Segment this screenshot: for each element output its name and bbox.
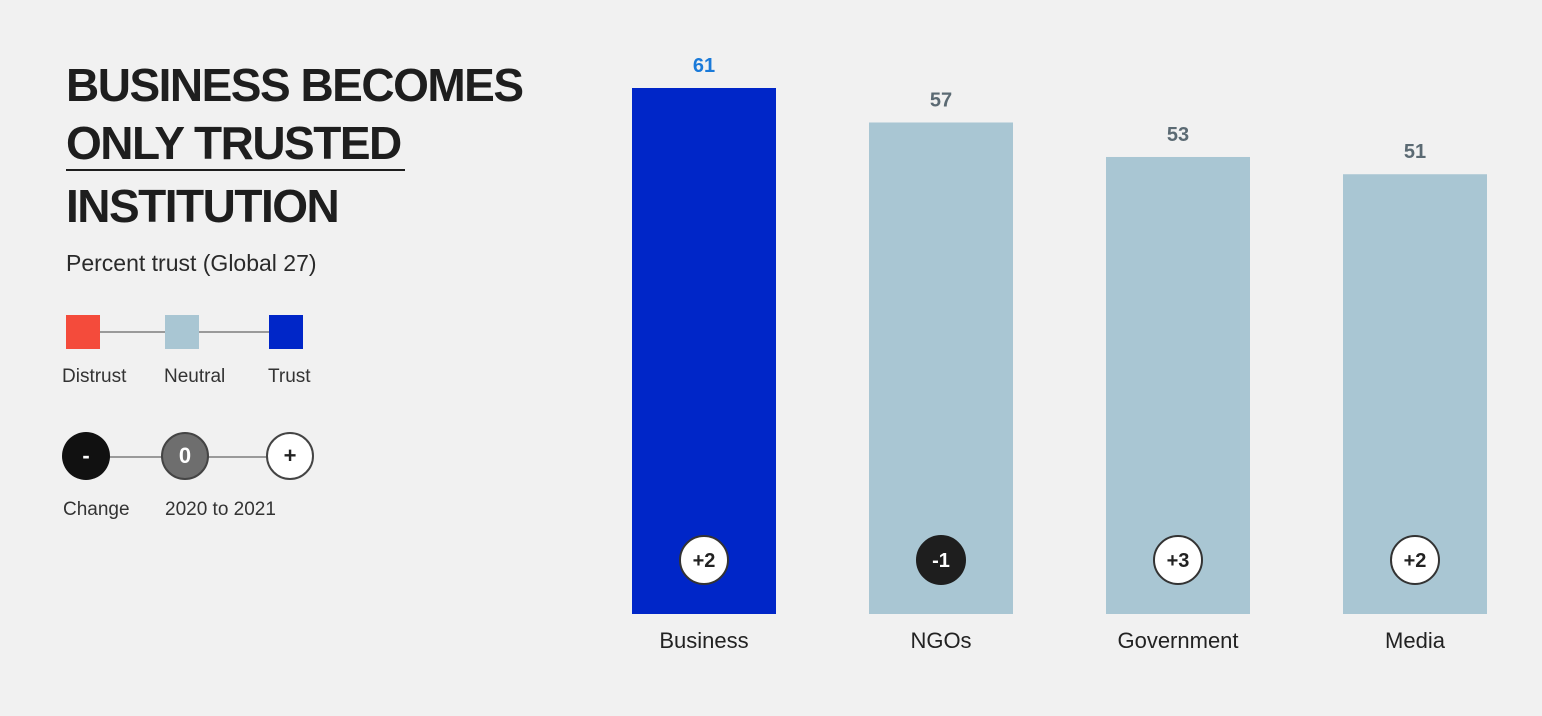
negative-change-icon: - bbox=[62, 432, 110, 480]
change-badge-government bbox=[1153, 535, 1203, 585]
bar-business bbox=[632, 88, 776, 614]
title-line-2: ONLY TRUSTED bbox=[66, 117, 405, 171]
category-label-business: Business bbox=[659, 628, 748, 653]
neutral-label: Neutral bbox=[164, 366, 226, 387]
value-label-media: 51 bbox=[1404, 141, 1426, 163]
title-line-3: INSTITUTION bbox=[66, 180, 340, 232]
category-label-media: Media bbox=[1385, 628, 1446, 653]
change-label-business: +2 bbox=[693, 550, 716, 572]
change-badge-ngos bbox=[916, 535, 966, 585]
bar-chart: 61 +2 Business 57 -1 NGOs 53 +3 Government 51 +2 Me… bbox=[632, 55, 1487, 653]
change-label-government: +3 bbox=[1167, 550, 1190, 572]
zero-change-icon: 0 bbox=[161, 432, 209, 480]
period-label: 2020 to 2021 bbox=[165, 499, 276, 520]
chart-subtitle: Percent trust (Global 27) bbox=[66, 250, 317, 276]
change-label-ngos: -1 bbox=[932, 550, 950, 572]
value-label-business: 61 bbox=[693, 55, 715, 77]
category-label-government: Government bbox=[1117, 628, 1238, 653]
change-label: Change bbox=[63, 499, 130, 520]
value-label-government: 53 bbox=[1167, 124, 1189, 146]
bar-ngos bbox=[869, 122, 1013, 614]
category-label-ngos: NGOs bbox=[910, 628, 971, 653]
chart-title: BUSINESS BECOMES ONLY TRUSTED INSTITUTIO… bbox=[66, 56, 524, 235]
legend-panel: BUSINESS BECOMES ONLY TRUSTED INSTITUTIO… bbox=[0, 0, 600, 716]
change-badge-business bbox=[679, 535, 729, 585]
positive-change-icon: + bbox=[266, 432, 314, 480]
distrust-label: Distrust bbox=[62, 366, 127, 387]
trust-label: Trust bbox=[268, 366, 311, 387]
change-badge-media bbox=[1390, 535, 1440, 585]
change-label-media: +2 bbox=[1404, 550, 1427, 572]
trust-swatch bbox=[269, 315, 303, 349]
distrust-swatch bbox=[66, 315, 100, 349]
neutral-swatch bbox=[165, 315, 199, 349]
title-line-1: BUSINESS BECOMES bbox=[66, 59, 524, 111]
value-label-ngos: 57 bbox=[930, 89, 952, 111]
